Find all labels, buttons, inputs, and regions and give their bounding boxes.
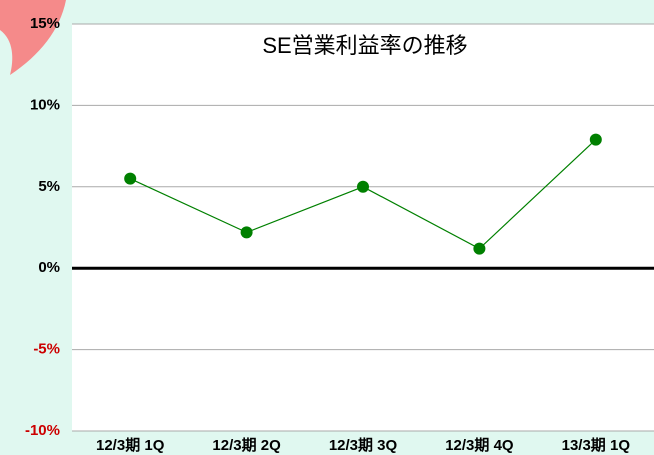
- chart: SE営業利益率の推移 -10% -5% 0% 5% 10% 15% 12/3期 1Q 12/3…: [0, 0, 654, 455]
- x-tick-label: 12/3期 2Q: [212, 436, 281, 454]
- chart-title: SE営業利益率の推移: [262, 33, 467, 58]
- decoration: [0, 0, 66, 75]
- page: {"chart_data": {"type": "line", "title":…: [0, 0, 654, 455]
- y-tick-label: 5%: [38, 178, 60, 195]
- y-tick-label: 10%: [30, 96, 60, 113]
- data-point: [590, 134, 602, 146]
- data-point: [357, 181, 369, 193]
- y-tick-label: 15%: [30, 15, 60, 32]
- x-tick-label: 13/3期 1Q: [562, 436, 631, 454]
- data-point: [473, 243, 485, 255]
- plot-area: [72, 24, 654, 431]
- x-tick-label: 12/3期 3Q: [329, 436, 398, 454]
- y-tick-label: -10%: [25, 422, 60, 439]
- x-tick-label: 12/3期 1Q: [96, 436, 165, 454]
- x-tick-label: 12/3期 4Q: [445, 436, 514, 454]
- y-tick-label: 0%: [38, 259, 60, 276]
- data-point: [241, 226, 253, 238]
- data-point: [124, 173, 136, 185]
- y-tick-label: -5%: [33, 341, 60, 358]
